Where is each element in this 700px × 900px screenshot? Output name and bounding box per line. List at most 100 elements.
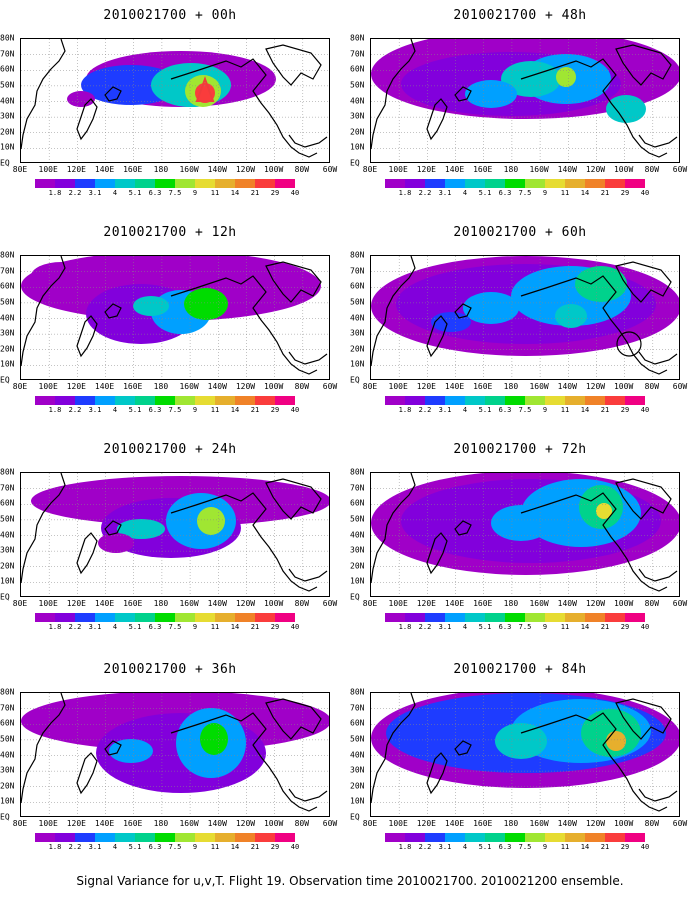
colorbar [385, 396, 645, 405]
colorbar-tick-label: 5.1 [478, 406, 492, 414]
lat-tick-label: 50N [350, 514, 365, 524]
colorbar-tick-label: 3.1 [88, 406, 102, 414]
variance-contour-fill [197, 507, 225, 535]
longitude-labels: 80E 100E 120E 140E 160E 180 160W 140W 120W 100W 80… [13, 165, 337, 175]
colorbar-swatch [175, 613, 195, 622]
colorbar-tick-label: 40 [640, 623, 650, 631]
colorbar-swatch [405, 833, 425, 842]
lat-tick-label: 10N [0, 142, 15, 152]
colorbar [385, 833, 645, 842]
variance-contour-fill [431, 312, 471, 332]
lat-tick-label: 50N [0, 80, 15, 90]
colorbar-tick-label: 7.5 [168, 406, 182, 414]
colorbar-swatch [135, 179, 155, 188]
map-plot-area [20, 692, 330, 817]
lat-tick-label: 30N [0, 765, 15, 775]
lon-tick-label: 160W [529, 382, 549, 391]
lat-tick-label: 20N [350, 344, 365, 354]
colorbar-swatch [425, 396, 445, 405]
lon-tick-label: 60W [322, 819, 338, 828]
colorbar-swatch [55, 396, 75, 405]
longitude-labels: 80E 100E 120E 140E 160E 180 160W 140W 120W 100W 80… [363, 165, 687, 175]
lat-tick-label: EQ [350, 375, 360, 385]
colorbar-tick-label: 5.1 [478, 843, 492, 851]
lat-tick-label: EQ [0, 812, 10, 822]
colorbar-swatch [625, 613, 645, 622]
lon-tick-label: 80W [294, 599, 310, 608]
colorbar-tick-label: 4 [112, 843, 118, 851]
colorbar-swatch [525, 179, 545, 188]
variance-contour-fill [555, 304, 587, 328]
variance-contour-fill [556, 67, 576, 87]
colorbar-tick-label: 7.5 [518, 623, 532, 631]
lat-tick-label: 30N [350, 545, 365, 555]
colorbar-swatch [605, 396, 625, 405]
latitude-labels: 80N 70N 60N 50N 40N 30N 20N 10N EQ [0, 688, 18, 822]
lon-tick-label: 160W [529, 165, 549, 174]
longitude-labels: 80E 100E 120E 140E 160E 180 160W 140W 120W 100W 80… [363, 819, 687, 829]
lon-tick-label: 180 [153, 599, 169, 608]
lon-tick-label: 80W [644, 165, 660, 174]
colorbar-swatch [215, 179, 235, 188]
colorbar-tick-label: 6.3 [148, 623, 162, 631]
colorbar-swatch [485, 396, 505, 405]
lat-tick-label: 40N [350, 313, 365, 322]
colorbar-swatch [155, 613, 175, 622]
colorbar-swatch [95, 613, 115, 622]
colorbar-swatch [135, 613, 155, 622]
lon-tick-label: 80W [294, 819, 310, 828]
lat-tick-label: 60N [350, 498, 365, 508]
colorbar-labels: 1.8 2.2 3.1 4 5.1 6.3 7.5 9 11 14 21 29 40 [385, 623, 650, 633]
colorbar-tick-label: 11 [560, 623, 570, 631]
latitude-labels: 80N 70N 60N 50N 40N 30N 20N 10N EQ [350, 34, 368, 168]
colorbar-swatch [465, 179, 485, 188]
lon-tick-label: 160E [473, 599, 493, 608]
colorbar-tick-label: 3.1 [438, 189, 452, 197]
colorbar-tick-label: 1.8 [48, 189, 62, 197]
lat-tick-label: 70N [0, 483, 15, 493]
colorbar-swatch [545, 396, 565, 405]
colorbar-swatch [565, 179, 585, 188]
colorbar-tick-label: 5.1 [128, 189, 142, 197]
lon-tick-label: 160W [529, 819, 549, 828]
colorbar-tick-label: 3.1 [88, 623, 102, 631]
lon-tick-label: 80E [362, 382, 378, 391]
colorbar-swatch [55, 179, 75, 188]
colorbar-tick-label: 11 [210, 189, 220, 197]
lon-tick-label: 100E [388, 599, 408, 608]
map-plot-area [20, 38, 330, 163]
lon-tick-label: 100W [613, 382, 634, 391]
lon-tick-label: 100W [613, 599, 634, 608]
colorbar-tick-label: 9 [542, 843, 548, 851]
colorbar-tick-label: 2.2 [418, 623, 432, 631]
colorbar-tick-label: 9 [192, 623, 198, 631]
lon-tick-label: 160W [529, 599, 549, 608]
lat-tick-label: 70N [350, 266, 365, 276]
lat-tick-label: 30N [0, 545, 15, 555]
lon-tick-label: 180 [153, 165, 169, 174]
latitude-labels: 80N 70N 60N 50N 40N 30N 20N 10N EQ [0, 34, 18, 168]
colorbar-swatch [115, 396, 135, 405]
variance-contour-fill [491, 505, 551, 541]
variance-map [371, 693, 679, 816]
lat-tick-label: 60N [0, 64, 15, 74]
lon-tick-label: 100W [263, 599, 284, 608]
figure-caption: Signal Variance for u,v,T. Flight 19. Ob… [76, 874, 624, 888]
colorbar-tick-label: 29 [270, 406, 280, 414]
colorbar-tick-label: 9 [542, 189, 548, 197]
colorbar-tick-label: 2.2 [68, 843, 82, 851]
lon-tick-label: 100E [388, 819, 408, 828]
variance-contour-fill [184, 288, 228, 320]
colorbar-labels: 1.8 2.2 3.1 4 5.1 6.3 7.5 9 11 14 21 29 40 [385, 406, 650, 416]
longitude-labels: 80E 100E 120E 140E 160E 180 160W 140W 120W 100W 80… [13, 382, 337, 392]
colorbar-swatch [95, 833, 115, 842]
variance-contour-fill [195, 83, 215, 103]
lon-tick-label: 160E [473, 382, 493, 391]
colorbar-tick-label: 5.1 [478, 189, 492, 197]
colorbar-labels: 1.8 2.2 3.1 4 5.1 6.3 7.5 9 11 14 21 29 40 [35, 623, 300, 633]
coastline [21, 473, 328, 592]
variance-map [21, 39, 329, 162]
colorbar-swatch [625, 833, 645, 842]
lon-tick-label: 60W [672, 382, 688, 391]
colorbar-swatch [445, 396, 465, 405]
